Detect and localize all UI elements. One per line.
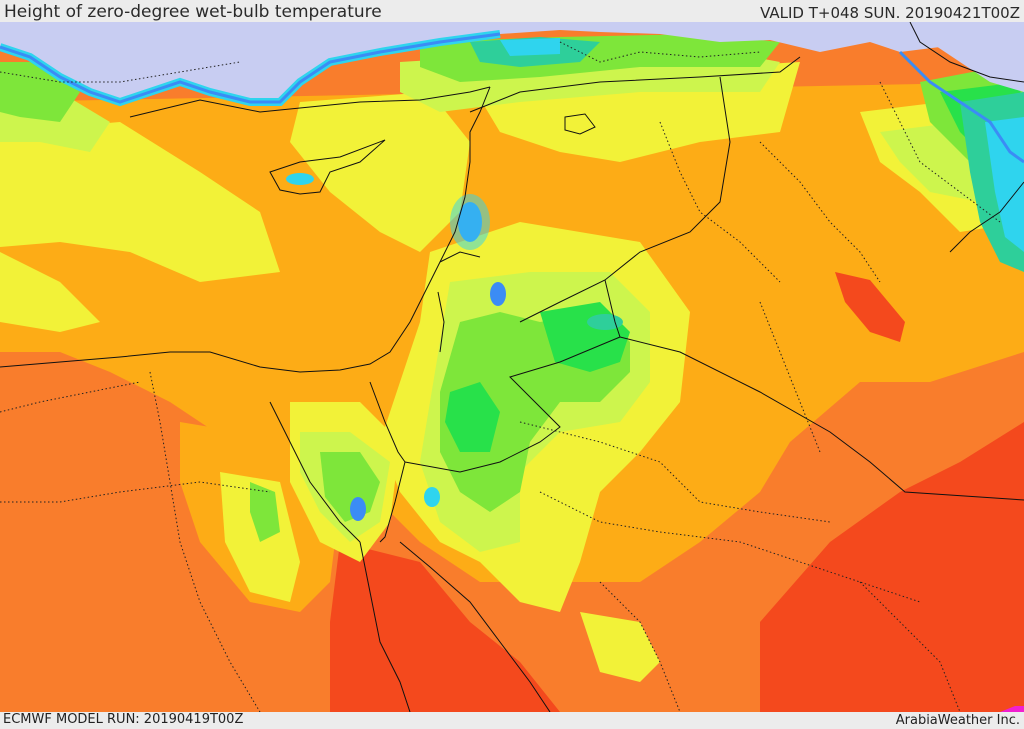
border-syria-iraq xyxy=(519,76,731,323)
dotted-turkey-2 xyxy=(0,61,241,83)
dotted-saudi-1 xyxy=(519,421,831,523)
map-title: Height of zero-degree wet-bulb temperatu… xyxy=(4,2,382,22)
lavender-caspian xyxy=(910,22,1024,92)
yellow-band-north xyxy=(0,122,280,282)
yellow-saudi-blob xyxy=(580,612,660,682)
dark-red-southeast xyxy=(760,422,1024,712)
map-area[interactable] xyxy=(0,22,1024,712)
country-borders xyxy=(369,56,1024,501)
border-turkey-syria xyxy=(469,56,801,113)
credit-label: ArabiaWeather Inc. xyxy=(895,713,1020,728)
dotted-egypt-west xyxy=(149,371,261,712)
blue-sinai-cell xyxy=(350,497,366,521)
green-egypt xyxy=(250,482,280,542)
dotted-saudi-2 xyxy=(539,491,921,603)
lavender-black-sea xyxy=(0,22,1024,102)
yellow-band-mediterranean xyxy=(0,252,100,332)
border-egypt-israel xyxy=(369,381,406,463)
lake-van xyxy=(564,113,596,135)
cyan-anatolia xyxy=(500,38,560,56)
magenta-spot xyxy=(1000,706,1024,712)
dotted-saudi-3 xyxy=(599,581,681,712)
turkey-south-coast xyxy=(129,86,491,118)
orange-region-east xyxy=(680,252,820,442)
cyan-lebanon-cell xyxy=(450,194,490,250)
coastlines xyxy=(0,22,1024,712)
model-run-label: ECMWF MODEL RUN: 20190419T00Z xyxy=(3,712,244,727)
border-saudi-iraq xyxy=(619,336,1024,501)
cyprus-coast xyxy=(269,139,386,195)
teal-jordan-cell xyxy=(587,314,623,330)
valid-time: VALID T+048 SUN. 20190421T00Z xyxy=(760,4,1020,22)
persian-gulf-coast xyxy=(949,181,1024,253)
footer-bar: ECMWF MODEL RUN: 20190419T00Z ArabiaWeat… xyxy=(0,712,1024,729)
border-jordan-saudi xyxy=(404,336,621,473)
blue-coast xyxy=(0,32,501,104)
dotted-saudi-5 xyxy=(859,581,961,712)
bright-green-negev xyxy=(445,382,500,452)
weather-map xyxy=(0,22,1024,712)
caspian-coast xyxy=(909,22,1024,83)
dotted-iran-1 xyxy=(879,81,1001,223)
blue-syria-cell xyxy=(490,282,506,306)
yellow-band-levant-north xyxy=(290,92,470,252)
admin-borders xyxy=(0,41,1001,712)
header-bar: Height of zero-degree wet-bulb temperatu… xyxy=(0,0,1024,22)
dotted-egypt-sudan xyxy=(0,481,271,503)
cyan-negev-cell xyxy=(424,487,440,507)
gulf-suez xyxy=(269,401,361,543)
border-jordan-iraq xyxy=(604,279,621,338)
dotted-libya xyxy=(0,381,141,413)
blue-coast-east xyxy=(898,50,1024,164)
levant-coast xyxy=(0,86,491,373)
dark-red-south xyxy=(330,542,560,712)
cyan-cyprus-cell xyxy=(286,173,314,185)
border-lebanon-syria xyxy=(439,251,481,263)
dotted-iraq-1 xyxy=(759,141,881,283)
gulf-aqaba xyxy=(379,461,406,543)
dark-red-iraq xyxy=(835,272,905,342)
dotted-saudi-4 xyxy=(759,301,821,453)
dead-sea xyxy=(437,291,445,353)
cyan-zagros xyxy=(985,117,1024,252)
red-sea-east xyxy=(399,541,551,712)
red-sea-west xyxy=(359,541,411,712)
